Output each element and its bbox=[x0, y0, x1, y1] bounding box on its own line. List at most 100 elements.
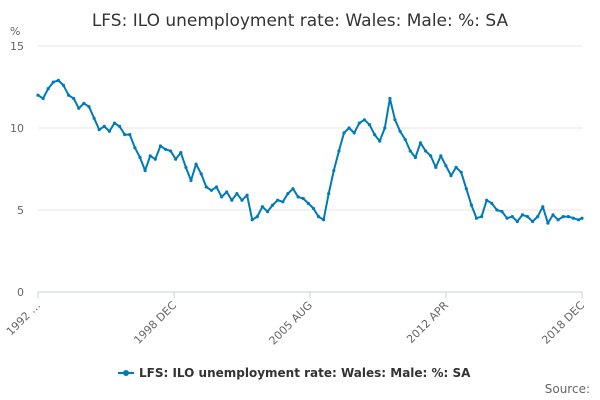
data-point[interactable] bbox=[36, 93, 40, 97]
data-point[interactable] bbox=[153, 157, 157, 161]
data-point[interactable] bbox=[561, 215, 565, 219]
data-point[interactable] bbox=[546, 221, 550, 225]
data-point[interactable] bbox=[235, 192, 239, 196]
data-point[interactable] bbox=[566, 215, 570, 219]
data-point[interactable] bbox=[72, 96, 76, 101]
data-point[interactable] bbox=[102, 124, 106, 128]
data-point[interactable] bbox=[214, 185, 219, 189]
data-point[interactable] bbox=[87, 105, 91, 109]
data-point[interactable] bbox=[97, 128, 101, 132]
data-point[interactable] bbox=[260, 205, 264, 209]
data-point[interactable] bbox=[265, 210, 270, 214]
data-point[interactable] bbox=[464, 187, 468, 191]
data-point[interactable] bbox=[255, 215, 259, 219]
data-point[interactable] bbox=[148, 154, 152, 158]
data-point[interactable] bbox=[485, 198, 489, 202]
data-point[interactable] bbox=[403, 137, 407, 142]
data-point[interactable] bbox=[250, 218, 254, 222]
data-point[interactable] bbox=[357, 121, 361, 125]
data-point[interactable] bbox=[163, 147, 168, 151]
data-point[interactable] bbox=[143, 169, 147, 173]
data-point[interactable] bbox=[469, 203, 473, 207]
data-point[interactable] bbox=[580, 216, 584, 220]
data-point[interactable] bbox=[158, 144, 162, 148]
data-point[interactable] bbox=[413, 155, 417, 160]
data-point[interactable] bbox=[362, 118, 366, 122]
data-point[interactable] bbox=[429, 154, 433, 158]
data-point[interactable] bbox=[531, 219, 535, 224]
data-point[interactable] bbox=[301, 196, 305, 201]
data-point[interactable] bbox=[444, 164, 448, 168]
data-point[interactable] bbox=[276, 198, 280, 202]
data-point[interactable] bbox=[480, 215, 484, 219]
data-point[interactable] bbox=[459, 170, 463, 174]
data-point[interactable] bbox=[525, 215, 530, 219]
data-point[interactable] bbox=[327, 192, 331, 196]
data-point[interactable] bbox=[373, 133, 377, 137]
data-point[interactable] bbox=[510, 215, 514, 219]
data-point[interactable] bbox=[439, 154, 443, 158]
data-point[interactable] bbox=[418, 141, 423, 145]
data-point[interactable] bbox=[505, 216, 509, 220]
source-credit[interactable]: Source: bbox=[545, 382, 590, 396]
data-point[interactable] bbox=[393, 118, 397, 122]
data-point[interactable] bbox=[367, 123, 372, 127]
data-point[interactable] bbox=[500, 210, 504, 214]
data-point[interactable] bbox=[556, 218, 560, 222]
data-point[interactable] bbox=[41, 96, 45, 101]
data-point[interactable] bbox=[311, 206, 315, 210]
data-point[interactable] bbox=[199, 172, 203, 176]
data-point[interactable] bbox=[281, 200, 285, 204]
data-point[interactable] bbox=[398, 129, 402, 133]
data-point[interactable] bbox=[286, 192, 290, 196]
data-point[interactable] bbox=[174, 157, 178, 161]
data-point[interactable] bbox=[82, 101, 86, 105]
data-point[interactable] bbox=[245, 193, 249, 197]
data-point[interactable] bbox=[179, 151, 183, 155]
data-point[interactable] bbox=[107, 129, 111, 133]
data-point[interactable] bbox=[67, 93, 71, 97]
data-point[interactable] bbox=[123, 133, 127, 137]
data-point[interactable] bbox=[388, 96, 392, 101]
data-point[interactable] bbox=[454, 165, 458, 169]
data-point[interactable] bbox=[133, 146, 137, 150]
data-point[interactable] bbox=[204, 185, 208, 189]
data-point[interactable] bbox=[61, 83, 66, 87]
data-point[interactable] bbox=[194, 162, 198, 166]
data-point[interactable] bbox=[316, 215, 321, 219]
data-point[interactable] bbox=[490, 201, 494, 205]
data-point[interactable] bbox=[322, 218, 326, 222]
data-point[interactable] bbox=[342, 131, 346, 135]
data-point[interactable] bbox=[112, 121, 117, 125]
data-point[interactable] bbox=[541, 205, 545, 209]
data-point[interactable] bbox=[424, 149, 428, 153]
data-point[interactable] bbox=[378, 139, 382, 143]
data-point[interactable] bbox=[474, 216, 479, 220]
data-point[interactable] bbox=[520, 213, 525, 217]
data-point[interactable] bbox=[271, 203, 275, 207]
data-point[interactable] bbox=[449, 174, 453, 178]
data-point[interactable] bbox=[225, 190, 229, 194]
data-point[interactable] bbox=[56, 78, 61, 82]
data-point[interactable] bbox=[291, 187, 295, 191]
data-point[interactable] bbox=[46, 87, 50, 91]
data-point[interactable] bbox=[571, 216, 576, 220]
legend[interactable]: LFS: ILO unemployment rate: Wales: Male:… bbox=[118, 366, 471, 380]
data-point[interactable] bbox=[240, 198, 244, 202]
data-point[interactable] bbox=[51, 80, 55, 84]
data-point[interactable] bbox=[536, 215, 540, 219]
data-point[interactable] bbox=[296, 195, 300, 199]
data-point[interactable] bbox=[138, 155, 142, 160]
data-point[interactable] bbox=[220, 195, 224, 199]
data-point[interactable] bbox=[169, 149, 173, 153]
data-point[interactable] bbox=[515, 219, 519, 224]
data-point[interactable] bbox=[551, 213, 555, 217]
data-point[interactable] bbox=[408, 149, 412, 153]
data-point[interactable] bbox=[434, 165, 438, 169]
data-point[interactable] bbox=[189, 178, 193, 183]
data-point[interactable] bbox=[230, 198, 234, 202]
data-point[interactable] bbox=[337, 149, 341, 153]
data-point[interactable] bbox=[495, 208, 499, 212]
data-point[interactable] bbox=[347, 126, 351, 130]
data-point[interactable] bbox=[77, 106, 81, 110]
